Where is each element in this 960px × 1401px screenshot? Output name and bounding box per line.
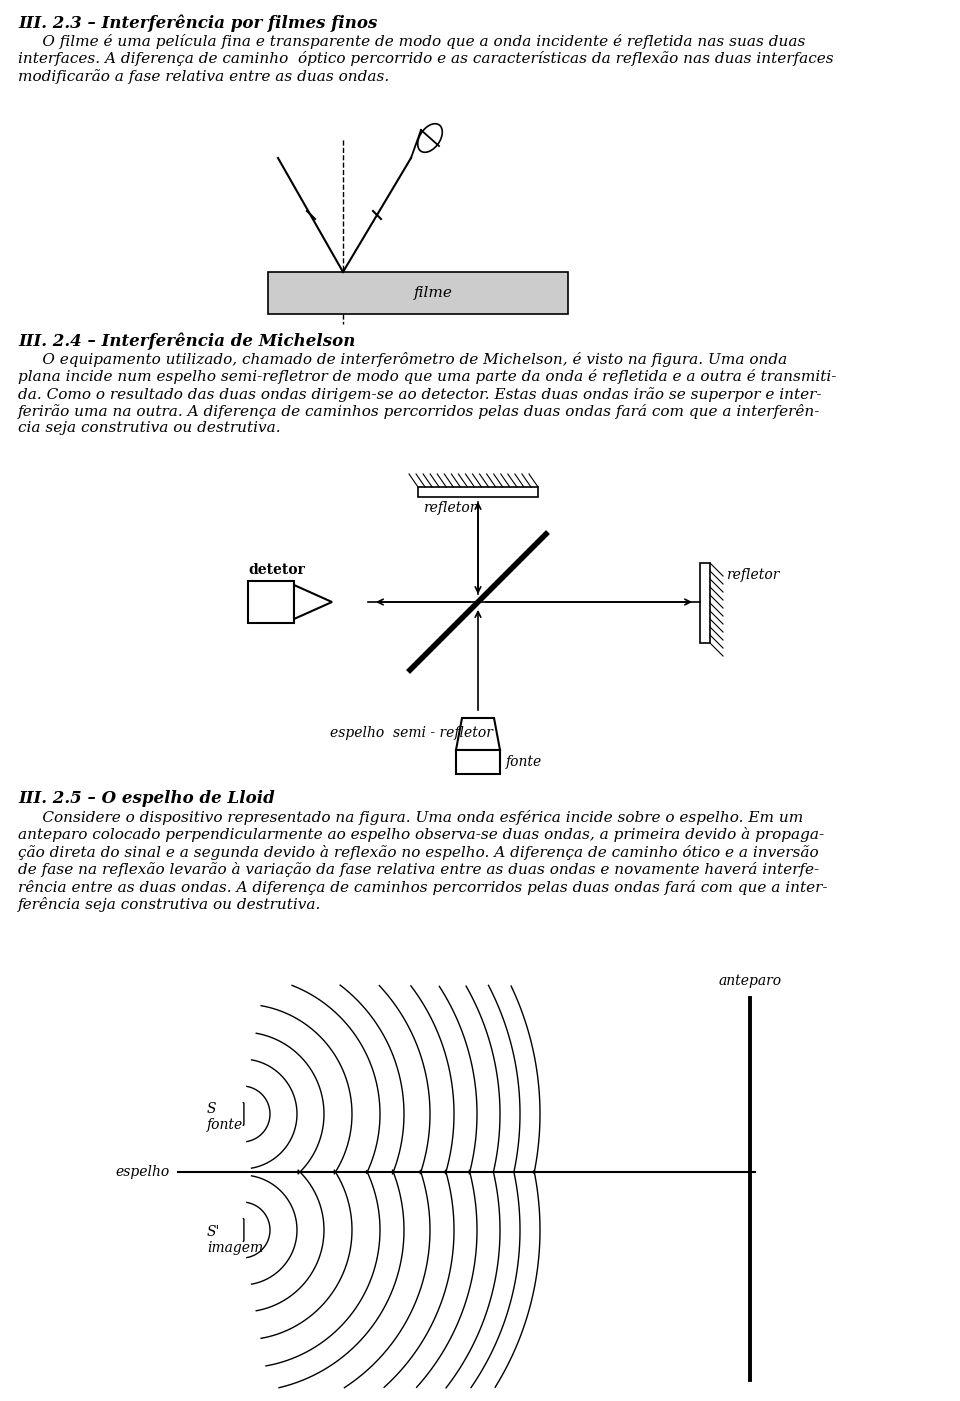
Bar xyxy=(456,750,500,773)
Ellipse shape xyxy=(418,123,443,153)
Text: III. 2.4 – Interferência de Michelson: III. 2.4 – Interferência de Michelson xyxy=(18,332,355,349)
Text: espelho: espelho xyxy=(116,1166,170,1180)
Text: S'
imagem: S' imagem xyxy=(207,1224,263,1255)
Text: III. 2.3 – Interferência por filmes finos: III. 2.3 – Interferência por filmes fino… xyxy=(18,14,377,31)
Text: filme: filme xyxy=(414,286,452,300)
Text: refletor: refletor xyxy=(423,502,476,516)
Text: fonte: fonte xyxy=(506,755,542,769)
Polygon shape xyxy=(294,586,332,619)
Text: refletor: refletor xyxy=(726,567,780,581)
Bar xyxy=(700,563,710,643)
Text: Considere o dispositivo representado na figura. Uma onda esférica incide sobre o: Considere o dispositivo representado na … xyxy=(18,810,828,912)
Text: O filme é uma película fina e transparente de modo que a onda incidente é reflet: O filme é uma película fina e transparen… xyxy=(18,34,833,84)
Text: III. 2.5 – O espelho de Lloid: III. 2.5 – O espelho de Lloid xyxy=(18,790,275,807)
Text: espelho  semi - refletor: espelho semi - refletor xyxy=(330,726,492,740)
Bar xyxy=(268,272,568,314)
Bar xyxy=(248,581,294,623)
Text: S
fonte: S fonte xyxy=(207,1103,243,1132)
Polygon shape xyxy=(456,717,500,750)
Text: O equipamento utilizado, chamado de interferômetro de Michelson, é visto na figu: O equipamento utilizado, chamado de inte… xyxy=(18,352,836,436)
Bar xyxy=(418,488,538,497)
Text: detetor: detetor xyxy=(248,563,304,577)
Text: anteparo: anteparo xyxy=(718,974,781,988)
